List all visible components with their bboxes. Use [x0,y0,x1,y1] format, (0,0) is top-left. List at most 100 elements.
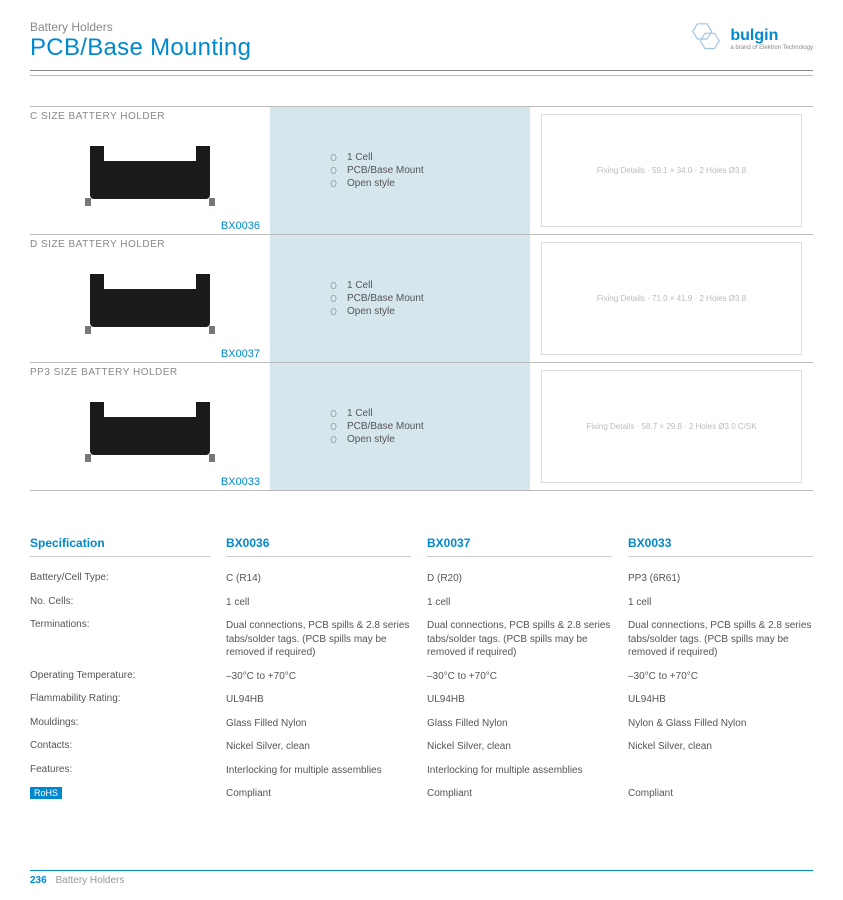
spec-rohs-label: RoHS [30,782,210,806]
spec-cell: 1 cell [226,591,411,615]
feature-label: 1 Cell [347,280,373,291]
spec-cell: Compliant [226,782,411,806]
part-number: BX0036 [30,220,270,232]
feature-item: PCB/Base Mount [330,293,530,304]
product-image-wrap [30,378,270,476]
part-number: BX0033 [30,476,270,488]
spec-cell: 1 cell [427,591,612,615]
logo-text: bulgin a brand of Elektron Technology [730,27,813,51]
footer-category: Battery Holders [55,875,124,886]
page-title: PCB/Base Mounting [30,34,251,62]
product-row: C SIZE BATTERY HOLDER BX0036 1 Cell PCB/Bas… [30,106,813,234]
page-footer: 236 Battery Holders [30,870,813,886]
drawing-column: Fixing Details · 58.7 × 29.8 · 2 Holes Ø… [530,363,813,490]
spec-row-label: Flammability Rating: [30,688,210,712]
footer-page-number: 236 [30,875,47,886]
feature-label: PCB/Base Mount [347,293,424,304]
technical-drawing-placeholder: Fixing Details · 58.7 × 29.8 · 2 Holes Ø… [541,370,802,483]
spec-cell: Dual connections, PCB spills & 2.8 serie… [427,614,612,665]
spec-cell: Dual connections, PCB spills & 2.8 serie… [226,614,411,665]
feature-column: 1 Cell PCB/Base Mount Open style [270,107,530,234]
spec-cell: PP3 (6R61) [628,567,813,591]
spec-cell: Compliant [628,782,813,806]
spec-row-label: Features: [30,759,210,783]
spec-cell: 1 cell [628,591,813,615]
hexagon-bullet-icon [330,423,337,430]
feature-label: 1 Cell [347,408,373,419]
technical-drawing-placeholder: Fixing Details · 71.0 × 41.9 · 2 Holes Ø… [541,242,802,355]
product-title: PP3 SIZE BATTERY HOLDER [30,367,270,378]
feature-item: Open style [330,306,530,317]
header-left: Battery Holders PCB/Base Mounting [30,20,251,62]
product-row: D SIZE BATTERY HOLDER BX0037 1 Cell PCB/Bas… [30,234,813,362]
spec-cell: –30°C to +70°C [226,665,411,689]
product-photo-col: PP3 SIZE BATTERY HOLDER BX0033 [30,363,270,490]
category-label: Battery Holders [30,20,251,34]
feature-label: Open style [347,178,395,189]
feature-column: 1 Cell PCB/Base Mount Open style [270,363,530,490]
product-rows: C SIZE BATTERY HOLDER BX0036 1 Cell PCB/Bas… [30,106,813,490]
feature-label: PCB/Base Mount [347,165,424,176]
spec-row-label: Mouldings: [30,712,210,736]
spec-cell: Interlocking for multiple assemblies [226,759,411,783]
hexagon-bullet-icon [330,180,337,187]
spec-cell: Interlocking for multiple assemblies [427,759,612,783]
drawing-column: Fixing Details · 59.1 × 34.0 · 2 Holes Ø… [530,107,813,234]
spec-cell: Nylon & Glass Filled Nylon [628,712,813,736]
feature-item: 1 Cell [330,280,530,291]
hexagon-bullet-icon [330,154,337,161]
product-image-placeholder [75,262,225,337]
hexagon-icon [686,20,724,58]
spec-col-head: BX0037 [427,536,612,557]
spec-cell: Compliant [427,782,612,806]
brand-logo: bulgin a brand of Elektron Technology [686,20,813,58]
product-image-placeholder [75,134,225,209]
spec-heading: Specification [30,536,210,557]
spec-row-label: No. Cells: [30,591,210,615]
spec-cell: D (R20) [427,567,612,591]
spec-cell: UL94HB [628,688,813,712]
feature-column: 1 Cell PCB/Base Mount Open style [270,235,530,362]
spec-col-head: BX0036 [226,536,411,557]
spec-cell: Glass Filled Nylon [427,712,612,736]
feature-item: Open style [330,434,530,445]
feature-item: 1 Cell [330,152,530,163]
spec-col-head: BX0033 [628,536,813,557]
spec-cell: Nickel Silver, clean [628,735,813,759]
feature-label: Open style [347,306,395,317]
product-title: D SIZE BATTERY HOLDER [30,239,270,250]
hexagon-bullet-icon [330,167,337,174]
product-photo-col: D SIZE BATTERY HOLDER BX0037 [30,235,270,362]
hexagon-bullet-icon [330,282,337,289]
rohs-badge: RoHS [30,787,62,799]
specification-table: SpecificationBX0036BX0037BX0033Battery/C… [30,536,813,806]
footer-text: 236 Battery Holders [30,875,813,886]
spec-cell: UL94HB [427,688,612,712]
technical-drawing-placeholder: Fixing Details · 59.1 × 34.0 · 2 Holes Ø… [541,114,802,227]
part-number: BX0037 [30,348,270,360]
header-rule-thin [30,75,813,76]
product-photo-col: C SIZE BATTERY HOLDER BX0036 [30,107,270,234]
spec-cell: Nickel Silver, clean [427,735,612,759]
feature-item: PCB/Base Mount [330,165,530,176]
feature-item: 1 Cell [330,408,530,419]
footer-rule [30,870,813,871]
feature-label: 1 Cell [347,152,373,163]
logo-subtitle: a brand of Elektron Technology [730,45,813,51]
hexagon-bullet-icon [330,410,337,417]
spec-cell: C (R14) [226,567,411,591]
product-image-wrap [30,122,270,220]
product-image-placeholder [75,390,225,465]
page-header: Battery Holders PCB/Base Mounting bulgin… [30,20,813,62]
product-row: PP3 SIZE BATTERY HOLDER BX0033 1 Cell PCB/B… [30,362,813,490]
spec-cell: –30°C to +70°C [427,665,612,689]
spec-cell: Nickel Silver, clean [226,735,411,759]
logo-name: bulgin [730,27,813,45]
products-bottom-rule [30,490,813,491]
spec-cell: UL94HB [226,688,411,712]
feature-item: PCB/Base Mount [330,421,530,432]
header-rule-thick [30,70,813,71]
spec-cell: Glass Filled Nylon [226,712,411,736]
product-image-wrap [30,250,270,348]
product-title: C SIZE BATTERY HOLDER [30,111,270,122]
